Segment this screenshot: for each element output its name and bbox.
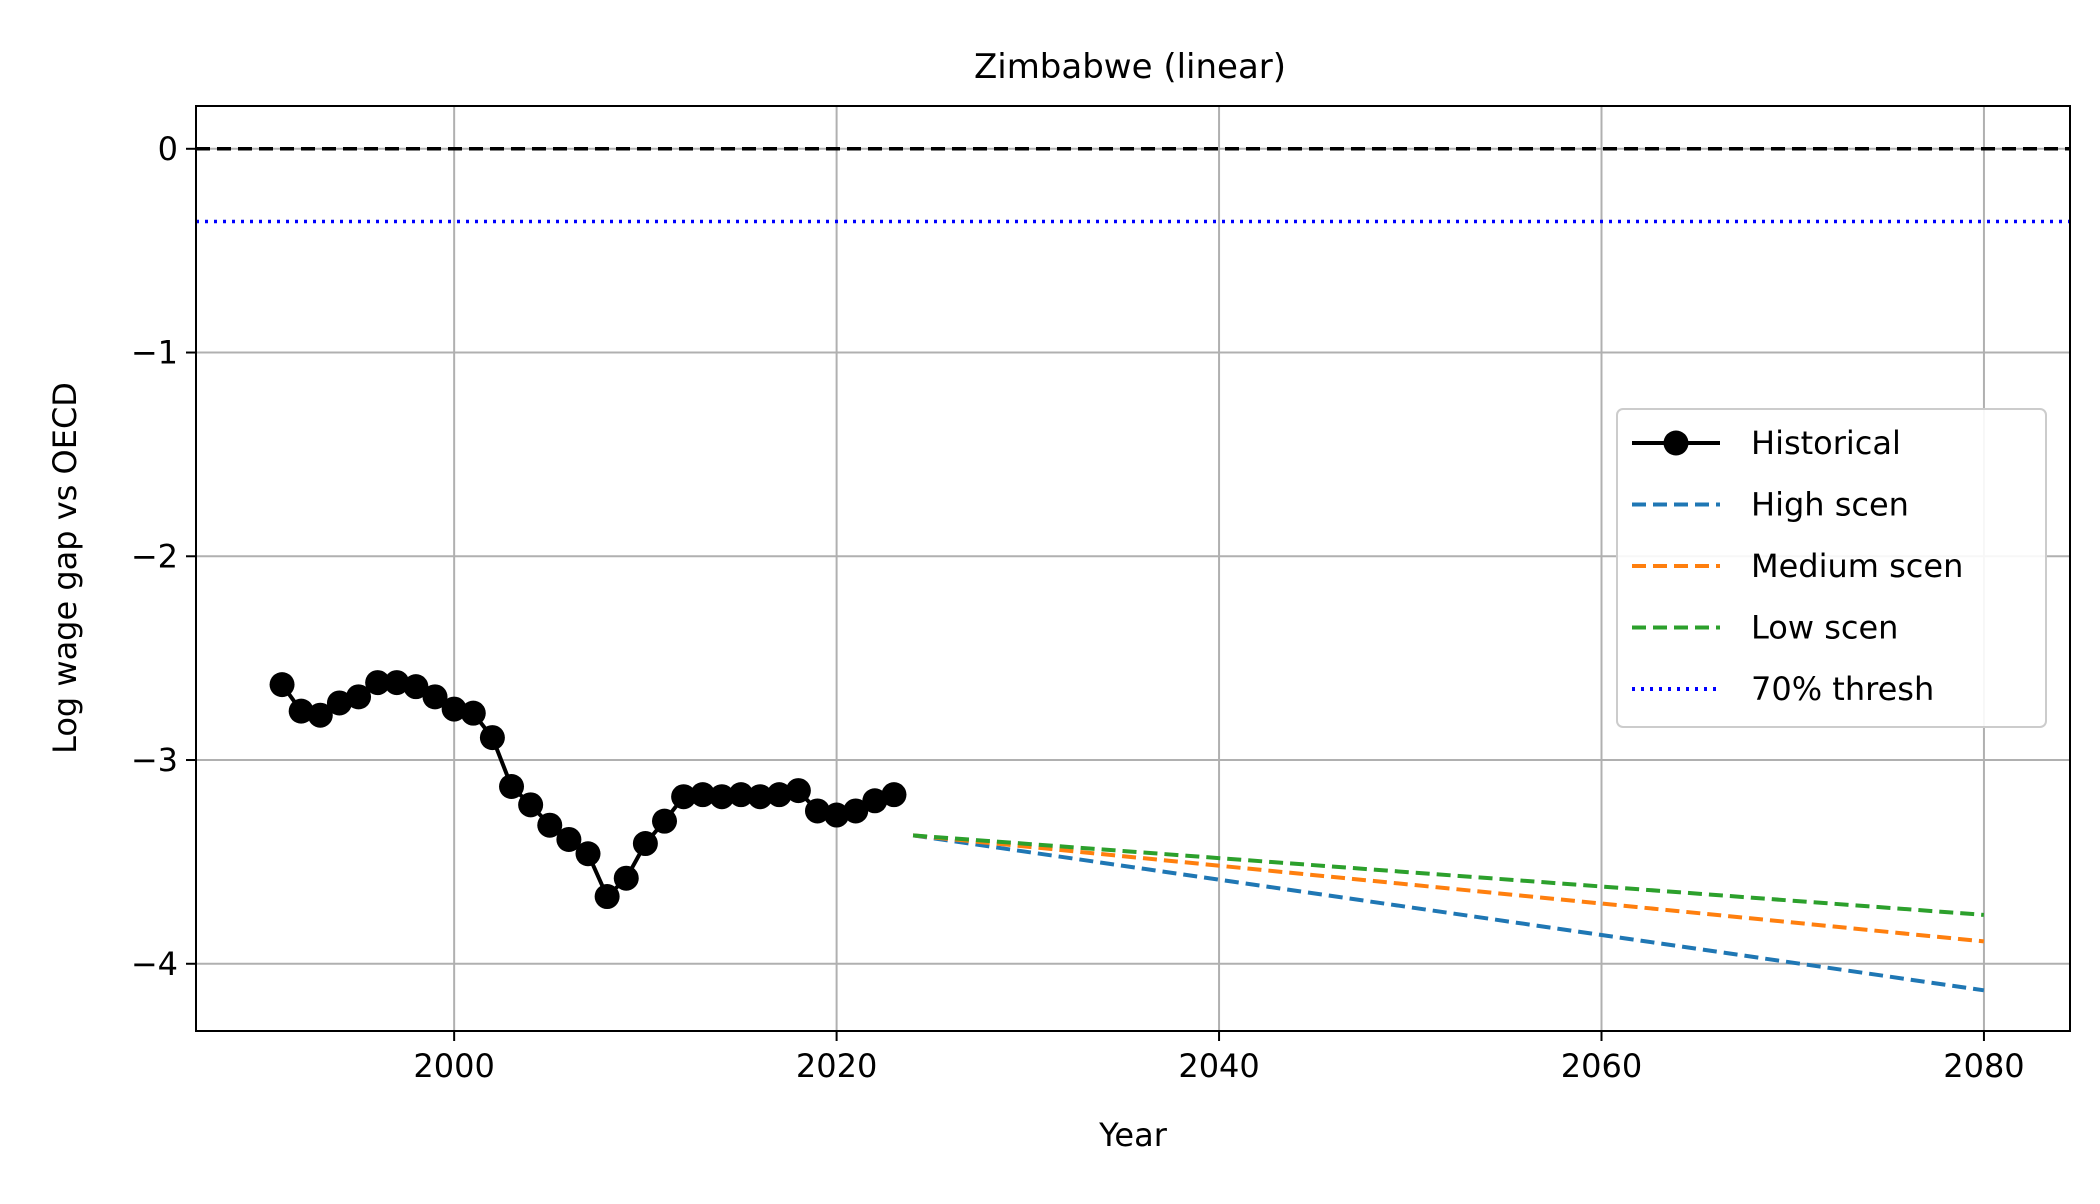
- historical-point: [843, 798, 869, 824]
- historical-point: [881, 782, 907, 808]
- historical-point: [537, 812, 563, 838]
- historical-point: [460, 700, 486, 726]
- legend-label: High scen: [1751, 486, 1909, 524]
- y-tick-label: 0: [158, 130, 178, 168]
- x-tick-label: 2000: [413, 1047, 494, 1085]
- historical-point: [804, 798, 830, 824]
- historical-point: [613, 865, 639, 891]
- historical-point: [652, 808, 677, 834]
- y-tick-label: −4: [131, 945, 178, 983]
- chart-title: Zimbabwe (linear): [974, 47, 1286, 87]
- y-axis-ticks: 0 −1 −2 −3 −4: [131, 130, 196, 983]
- historical-point: [747, 784, 773, 810]
- legend-label: Medium scen: [1751, 547, 1963, 585]
- historical-point: [307, 702, 333, 728]
- historical-point: [594, 884, 620, 910]
- historical-point: [824, 802, 850, 828]
- historical-point: [671, 784, 697, 810]
- x-tick-label: 2040: [1178, 1047, 1259, 1085]
- historical-point: [709, 784, 735, 810]
- historical-point: [441, 696, 467, 722]
- x-tick-label: 2080: [1943, 1047, 2024, 1085]
- historical-point: [728, 782, 754, 808]
- legend-label: Historical: [1751, 424, 1901, 462]
- reference-lines: [196, 147, 2070, 224]
- historical-point: [499, 774, 525, 800]
- y-tick-label: −3: [131, 741, 178, 779]
- legend-box: [1616, 408, 2047, 728]
- y-axis-label: Log wage gap vs OECD: [46, 382, 84, 754]
- y-tick-label: −2: [131, 537, 178, 575]
- x-axis-ticks: 2000 2020 2040 2060 2080: [413, 1031, 2025, 1085]
- historical-point: [326, 690, 352, 716]
- historical-point: [556, 826, 582, 852]
- historical-point: [632, 831, 658, 857]
- historical-point: [422, 684, 448, 710]
- series-layer: [269, 670, 1985, 993]
- historical-point: [575, 841, 601, 867]
- historical-point: [690, 782, 716, 808]
- series-line-medium-scen: [912, 833, 1985, 944]
- plot-area-frame: [195, 105, 2071, 1032]
- historical-point: [269, 672, 295, 698]
- legend-label: 70% thresh: [1751, 670, 1934, 708]
- legend-label: Low scen: [1751, 609, 1898, 647]
- historical-point: [384, 670, 410, 696]
- historical-point: [766, 782, 792, 808]
- historical-point: [518, 792, 544, 818]
- historical-point: [346, 684, 372, 710]
- historical-point: [288, 698, 314, 724]
- x-tick-label: 2060: [1561, 1047, 1642, 1085]
- historical-point: [479, 725, 505, 751]
- legend-marker: [1663, 430, 1689, 456]
- legend: Historical High scen Medium scen Low scen 70…: [1616, 408, 2047, 728]
- y-tick-label: −1: [131, 334, 178, 372]
- series-line-low-scen: [912, 833, 1985, 917]
- x-axis-label: Year: [1098, 1116, 1168, 1154]
- series-line-high-scen: [912, 833, 1985, 993]
- historical-point: [365, 670, 391, 696]
- historical-point: [785, 778, 811, 804]
- legend-items: Historical High scen Medium scen Low scen 70…: [1632, 424, 1963, 708]
- historical-point: [862, 788, 888, 814]
- historical-point: [403, 674, 429, 700]
- x-tick-label: 2020: [796, 1047, 877, 1085]
